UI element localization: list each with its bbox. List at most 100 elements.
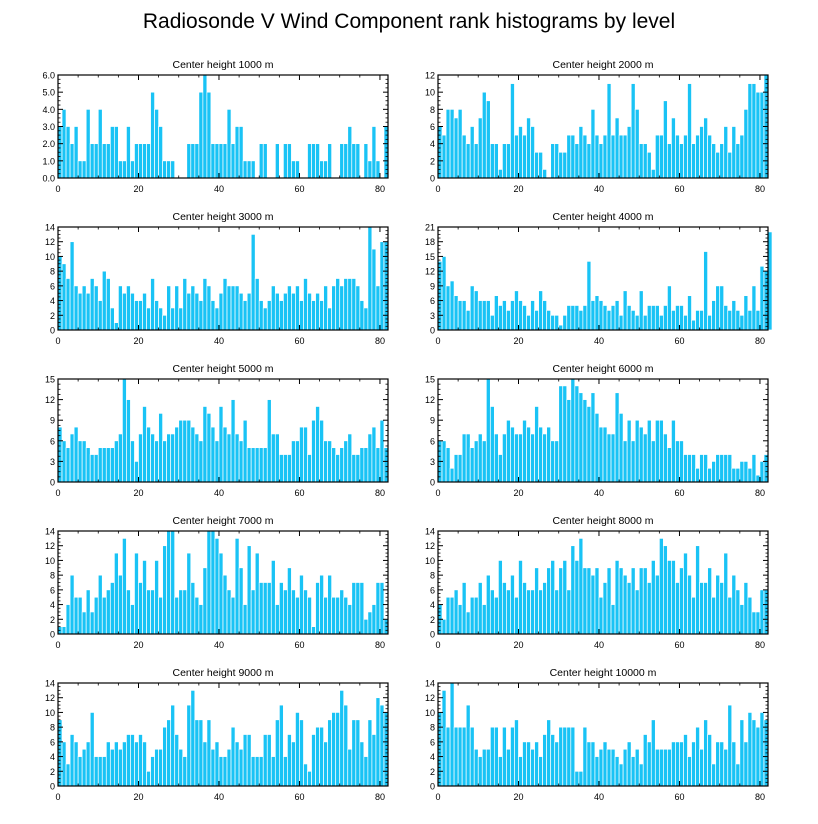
histogram-bar: [258, 582, 264, 635]
histogram-bar: [570, 305, 576, 331]
histogram-bar: [574, 560, 580, 635]
histogram-bar: [441, 618, 447, 635]
histogram-bar: [731, 741, 737, 787]
histogram-bar: [242, 419, 248, 483]
histogram-bar: [566, 726, 572, 787]
x-tick-label: 60: [674, 184, 684, 194]
histogram-bar: [715, 454, 721, 483]
x-tick-label: 80: [755, 488, 765, 498]
histogram-bar: [126, 734, 131, 787]
histogram-bar: [238, 440, 244, 483]
histogram-bar: [566, 134, 572, 179]
histogram-bar: [122, 292, 127, 331]
histogram-bar: [691, 454, 696, 483]
histogram-bar: [291, 440, 296, 483]
histogram-bar: [739, 134, 745, 179]
histogram-bar: [719, 143, 725, 179]
histogram-bar: [747, 596, 753, 635]
histogram-bar: [198, 300, 204, 331]
histogram-bar: [367, 160, 373, 179]
y-tick-label: 0: [430, 326, 435, 336]
histogram-bar: [747, 310, 753, 331]
histogram-bar: [230, 596, 236, 635]
x-tick-label: 60: [674, 488, 684, 498]
histogram-bar: [166, 719, 172, 787]
histogram-bar: [73, 126, 79, 179]
histogram-bar: [699, 748, 704, 787]
histogram-bar: [667, 560, 672, 635]
y-tick-label: 15: [425, 375, 435, 385]
histogram-bar: [122, 538, 127, 635]
histogram-bar: [126, 399, 131, 483]
y-tick-label: 9: [430, 416, 435, 426]
histogram-bar: [650, 440, 656, 483]
histogram-bar: [371, 126, 377, 179]
histogram-bar: [262, 143, 268, 179]
histogram-bar: [138, 143, 143, 179]
histogram-bar: [146, 307, 151, 331]
histogram-bar: [230, 726, 236, 787]
histogram-bar: [258, 300, 264, 331]
histogram-bar: [238, 567, 244, 635]
histogram-bar: [266, 582, 272, 635]
histogram-bar: [610, 305, 616, 331]
histogram-bar: [367, 226, 373, 331]
histogram-bar: [610, 604, 616, 635]
histogram-bar: [198, 440, 204, 483]
histogram-bar: [73, 426, 79, 483]
histogram-bar: [683, 552, 688, 635]
x-tick-label: 80: [375, 792, 385, 802]
histogram-bar: [262, 447, 268, 483]
x-tick-label: 80: [755, 336, 765, 346]
histogram-bar: [441, 256, 447, 331]
histogram-bar: [258, 447, 264, 483]
histogram-bar: [351, 278, 357, 331]
y-tick-label: 4: [50, 296, 55, 306]
histogram-bar: [77, 292, 83, 331]
histogram-bar: [711, 763, 717, 787]
histogram-bar: [574, 143, 580, 179]
histogram-bar: [323, 285, 328, 331]
histogram-bar: [319, 574, 324, 635]
histogram-bar: [142, 560, 147, 635]
histogram-bar: [138, 734, 143, 787]
x-tick-label: 60: [294, 336, 304, 346]
histogram-bar: [493, 726, 499, 787]
histogram-bar: [578, 392, 584, 483]
histogram-bar: [315, 292, 320, 331]
histogram-bar: [767, 231, 773, 331]
histogram-bar: [170, 704, 176, 787]
histogram-bar: [449, 108, 455, 179]
histogram-bar: [590, 392, 596, 483]
histogram-bar: [367, 433, 373, 483]
histogram-bar: [618, 763, 624, 787]
histogram-bar: [498, 560, 503, 635]
histogram-bar: [510, 726, 515, 787]
y-tick-label: 8: [50, 267, 55, 277]
histogram-bar: [198, 604, 204, 635]
histogram-bar: [109, 748, 115, 787]
histogram-bar: [739, 461, 745, 483]
histogram-bar: [190, 426, 196, 483]
histogram-bar: [287, 734, 292, 787]
histogram-bar: [687, 574, 692, 635]
histogram-bar: [359, 447, 365, 483]
histogram-bar: [274, 433, 280, 483]
histogram-bar: [671, 117, 676, 179]
histogram-bar: [343, 704, 349, 787]
histogram-bar: [347, 126, 353, 179]
histogram-bar: [210, 143, 216, 179]
histogram-bar: [518, 560, 523, 635]
histogram-bar: [469, 126, 475, 179]
histogram-bar: [319, 160, 324, 179]
y-tick-label: 3: [430, 457, 435, 467]
histogram-bar: [586, 406, 592, 483]
histogram-bar: [69, 433, 75, 483]
histogram-bar: [671, 310, 676, 331]
histogram-bar: [743, 108, 749, 179]
histogram-bar: [489, 589, 495, 635]
histogram-bar: [646, 741, 652, 787]
histogram-bar: [473, 596, 479, 635]
histogram-bar: [65, 763, 71, 787]
histogram-bar: [218, 292, 224, 331]
